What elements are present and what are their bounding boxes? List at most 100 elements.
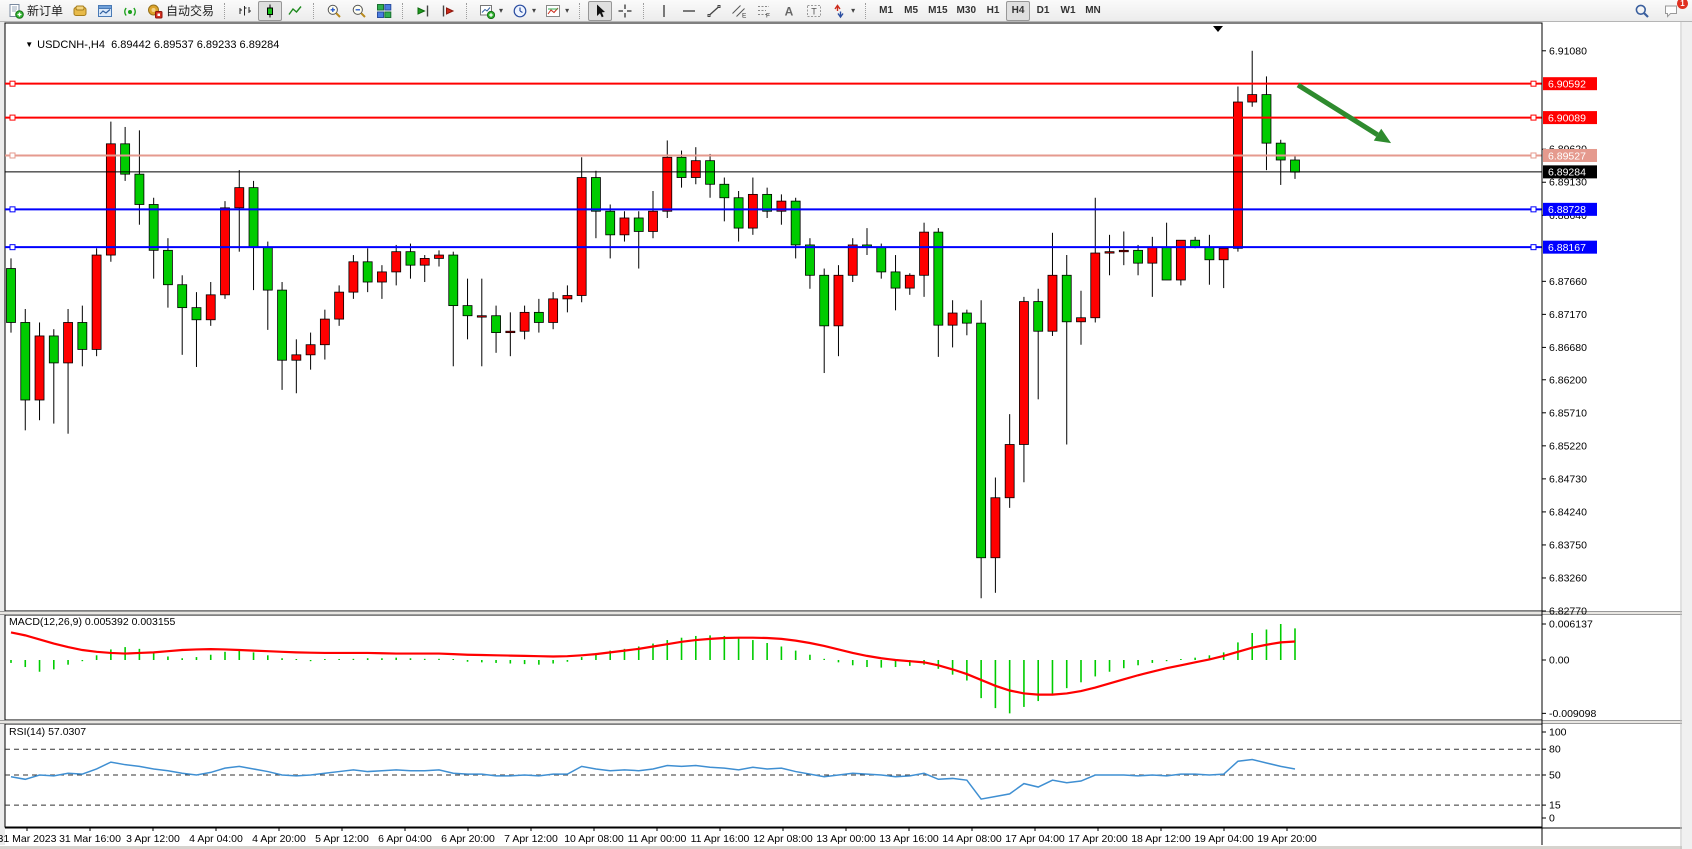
horizontal-line-button[interactable] [677, 1, 701, 21]
svg-text:4 Apr 20:00: 4 Apr 20:00 [252, 833, 306, 845]
zoomout-icon [351, 3, 367, 19]
equidistant-channel-button[interactable]: E [727, 1, 751, 21]
line-handle[interactable] [1530, 114, 1537, 121]
search-icon [1634, 3, 1650, 19]
svg-text:E: E [742, 12, 747, 19]
svg-text:13 Apr 16:00: 13 Apr 16:00 [879, 833, 939, 845]
line-handle[interactable] [9, 244, 16, 251]
svg-text:6.88167: 6.88167 [1548, 242, 1586, 254]
cursor-button[interactable] [588, 0, 613, 21]
toolbar: 新订单 自动交易 ▾ ▾ ▾ E F A T ▾ M1 M5 M15 M30 H1 H4 D1 W1 MN 1 [0, 0, 1692, 22]
tile-windows-button[interactable] [372, 1, 396, 21]
bar-chart-button[interactable] [233, 1, 257, 21]
time-axis[interactable]: 31 Mar 2023 31 Mar 16:00 3 Apr 12:00 4 Apr … [0, 828, 1317, 845]
chart-window-button[interactable] [93, 1, 117, 21]
line-handle[interactable] [9, 80, 16, 87]
chevron-down-icon[interactable]: ▾ [565, 6, 570, 15]
line-handle[interactable] [9, 206, 16, 213]
svg-text:0.006137: 0.006137 [1549, 619, 1593, 631]
macd-panel[interactable] [4, 614, 1543, 721]
svg-text:A: A [785, 4, 794, 18]
text-label-button[interactable]: T [802, 1, 826, 21]
gold-icon-button[interactable] [68, 1, 92, 21]
chat-button[interactable]: 1 [1660, 0, 1688, 21]
fibonacci-button[interactable]: F [752, 1, 776, 21]
main-chart-panel[interactable] [4, 22, 1543, 612]
svg-text:6 Apr 04:00: 6 Apr 04:00 [378, 833, 432, 845]
arrows-icon [831, 3, 847, 19]
new-order-button[interactable]: 新订单 [4, 1, 67, 21]
tiles-icon [376, 3, 392, 19]
arrows-button[interactable]: ▾ [827, 1, 859, 21]
timeframe-mn-button[interactable]: MN [1081, 1, 1105, 21]
timeframe-d1-button[interactable]: D1 [1031, 1, 1055, 21]
line-handle[interactable] [1530, 80, 1537, 87]
line-handle[interactable] [9, 152, 16, 159]
macd-signal-line [10, 631, 1296, 696]
svg-text:19 Apr 04:00: 19 Apr 04:00 [1194, 833, 1254, 845]
zoom-out-button[interactable] [347, 1, 371, 21]
svg-text:14 Apr 08:00: 14 Apr 08:00 [942, 833, 1002, 845]
svg-text:6.84730: 6.84730 [1549, 473, 1587, 485]
templates-button[interactable]: ▾ [541, 1, 573, 21]
zoomin-icon [326, 3, 342, 19]
timeframe-h1-button[interactable]: H1 [981, 1, 1005, 21]
line-handle[interactable] [1530, 152, 1537, 159]
shift-icon [415, 3, 431, 19]
chevron-down-icon[interactable]: ▾ [851, 6, 856, 15]
clock-icon [512, 3, 528, 19]
chevron-down-icon[interactable]: ▾ [499, 6, 504, 15]
line-handle[interactable] [9, 114, 16, 121]
svg-text:17 Apr 20:00: 17 Apr 20:00 [1068, 833, 1128, 845]
search-button[interactable] [1630, 1, 1654, 21]
line-handle[interactable] [1530, 244, 1537, 251]
chart-corner-dropdown-icon[interactable] [1213, 26, 1223, 32]
svg-text:100: 100 [1549, 727, 1567, 739]
chart-shift-button[interactable] [411, 1, 435, 21]
svg-text:6.82770: 6.82770 [1549, 606, 1587, 618]
timeframe-m15-button[interactable]: M15 [924, 1, 951, 21]
crosshair-button[interactable] [613, 1, 637, 21]
auto-scroll-button[interactable] [436, 1, 460, 21]
svg-text:6.85710: 6.85710 [1549, 407, 1587, 419]
trend-arrow-annotation[interactable] [1296, 82, 1379, 137]
chevron-down-icon[interactable]: ▾ [532, 6, 537, 15]
panel-separator[interactable] [0, 611, 1692, 615]
trend-icon [706, 3, 722, 19]
new-order-button-label: 新订单 [27, 4, 64, 18]
autoscroll-icon [440, 3, 456, 19]
timeframe-m1-button[interactable]: M1 [874, 1, 898, 21]
trendline-button[interactable] [702, 1, 726, 21]
line-handle[interactable] [1530, 206, 1537, 213]
timeframe-h4-button[interactable]: H4 [1006, 0, 1030, 21]
candlestick-chart-button[interactable] [258, 0, 283, 21]
bars-icon [237, 3, 253, 19]
zoom-in-button[interactable] [322, 1, 346, 21]
timeframe-w1-button[interactable]: W1 [1056, 1, 1080, 21]
price-tag-6.90089: 6.90089 [1543, 111, 1597, 124]
timeframe-m30-button[interactable]: M30 [953, 1, 980, 21]
svg-text:F: F [766, 12, 770, 19]
periods-button[interactable]: ▾ [508, 1, 540, 21]
text-button[interactable]: A [777, 1, 801, 21]
chat-bubble-icon [1664, 3, 1680, 19]
panel-separator[interactable] [0, 720, 1692, 724]
svg-text:6.89527: 6.89527 [1548, 150, 1586, 162]
svg-text:18 Apr 12:00: 18 Apr 12:00 [1131, 833, 1191, 845]
new-chart-button[interactable]: ▾ [475, 1, 507, 21]
toolbar-separator [224, 2, 229, 19]
vertical-line-button[interactable] [652, 1, 676, 21]
svg-text:6.91080: 6.91080 [1549, 45, 1587, 57]
svg-text:-0.009098: -0.009098 [1549, 708, 1596, 720]
newchart-icon [479, 3, 496, 19]
timeframe-m5-button[interactable]: M5 [899, 1, 923, 21]
line-chart-button[interactable] [283, 1, 307, 21]
auto-trading-button[interactable]: 自动交易 [143, 1, 218, 21]
autotrade-icon [147, 3, 163, 19]
signal-button[interactable] [118, 1, 142, 21]
svg-text:3 Apr 12:00: 3 Apr 12:00 [126, 833, 180, 845]
price-tag-6.88167: 6.88167 [1543, 240, 1597, 254]
svg-text:50: 50 [1549, 770, 1561, 782]
